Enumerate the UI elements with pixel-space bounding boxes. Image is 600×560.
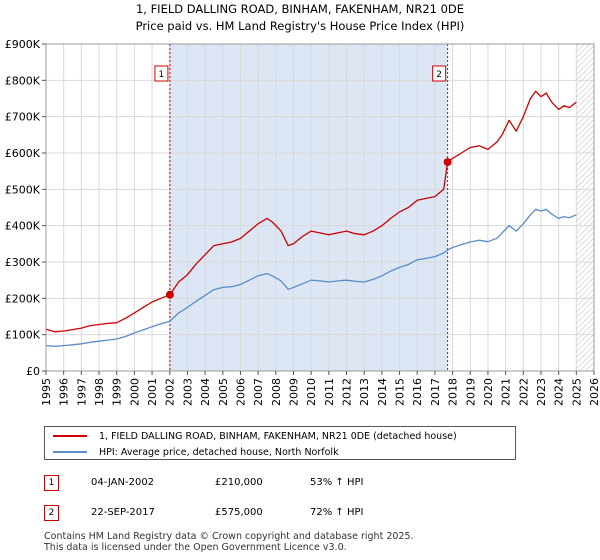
chart-subtitle: Price paid vs. HM Land Registry's House … <box>136 19 465 33</box>
property-price-line <box>45 90 577 333</box>
x-tick-label: 1999 <box>111 378 124 406</box>
y-tick-label: £0 <box>26 365 40 378</box>
hpi-line <box>45 208 577 347</box>
x-tick-label: 2000 <box>128 378 141 406</box>
y-tick-label: £400K <box>5 220 41 233</box>
x-tick-label: 2012 <box>341 378 354 406</box>
x-tick-label: 2015 <box>394 378 407 406</box>
legend-swatch-property <box>53 435 87 437</box>
transaction-marker-badge: 2 <box>44 505 59 521</box>
y-tick-label: £600K <box>5 147 41 160</box>
marker-2-badge <box>432 65 447 82</box>
y-tick-label: £900K <box>5 38 41 51</box>
x-tick-label: 2007 <box>252 378 265 406</box>
x-tick-label: 2008 <box>270 378 283 406</box>
forecast-hatch <box>576 44 594 371</box>
transaction-hpi-change: 53% ↑ HPI <box>310 477 364 488</box>
x-tick-label: 2014 <box>376 378 389 406</box>
footer-licence: This data is licensed under the Open Gov… <box>44 542 347 553</box>
x-tick-label: 2011 <box>323 378 336 406</box>
x-tick-label: 2026 <box>588 378 600 406</box>
footer: Contains HM Land Registry data © Crown c… <box>44 531 414 553</box>
plot-frame <box>45 43 595 372</box>
x-tick-label: 2018 <box>447 378 460 406</box>
x-tick-label: 2022 <box>517 378 530 406</box>
x-tick-label: 2001 <box>146 378 159 406</box>
marker-1-label: 1 <box>159 70 165 80</box>
x-tick-label: 2009 <box>287 378 300 406</box>
x-tick-label: 2010 <box>305 378 318 406</box>
legend-item-hpi: HPI: Average price, detached house, Nort… <box>53 445 339 459</box>
legend: 1, FIELD DALLING ROAD, BINHAM, FAKENHAM,… <box>44 426 516 460</box>
marker-2-point <box>443 158 452 167</box>
y-tick-label: £500K <box>5 183 41 196</box>
marker-1-badge <box>154 65 169 82</box>
transaction-date: 04-JAN-2002 <box>91 477 155 488</box>
x-tick-label: 1998 <box>93 378 106 406</box>
y-tick-label: £100K <box>5 329 41 342</box>
x-tick-label: 2016 <box>411 378 424 406</box>
price-chart: 1, FIELD DALLING ROAD, BINHAM, FAKENHAM,… <box>5 2 600 406</box>
legend-item-property: 1, FIELD DALLING ROAD, BINHAM, FAKENHAM,… <box>53 429 457 443</box>
ownership-shade <box>169 44 448 371</box>
transaction-price: £575,000 <box>215 507 263 518</box>
x-tick-label: 2025 <box>570 378 583 406</box>
x-tick-label: 2005 <box>217 378 230 406</box>
x-tick-label: 2019 <box>464 378 477 406</box>
x-tick-label: 2002 <box>164 378 177 406</box>
legend-swatch-hpi <box>53 451 87 453</box>
transaction-hpi-change: 72% ↑ HPI <box>310 507 364 518</box>
x-tick-label: 2024 <box>553 378 566 406</box>
marker-2-label: 2 <box>436 70 442 80</box>
x-tick-label: 2017 <box>429 378 442 406</box>
x-tick-label: 1995 <box>40 378 53 406</box>
x-tick-label: 2004 <box>199 378 212 406</box>
x-tick-label: 1996 <box>58 378 71 406</box>
transaction-marker-badge: 1 <box>44 475 59 491</box>
marker-1-point <box>165 290 174 299</box>
transaction-date: 22-SEP-2017 <box>91 507 155 518</box>
transaction-price: £210,000 <box>215 477 263 488</box>
footer-copyright: Contains HM Land Registry data © Crown c… <box>44 531 414 542</box>
y-tick-label: £800K <box>5 74 41 87</box>
legend-label-property: 1, FIELD DALLING ROAD, BINHAM, FAKENHAM,… <box>99 430 457 442</box>
x-tick-label: 1997 <box>75 378 88 406</box>
x-tick-label: 2013 <box>358 378 371 406</box>
y-tick-label: £300K <box>5 256 41 269</box>
y-tick-label: £200K <box>5 292 41 305</box>
x-tick-label: 2003 <box>181 378 194 406</box>
legend-label-hpi: HPI: Average price, detached house, Nort… <box>99 446 339 458</box>
x-tick-label: 2021 <box>500 378 513 406</box>
x-tick-label: 2023 <box>535 378 548 406</box>
x-tick-label: 2006 <box>234 378 247 406</box>
y-tick-label: £700K <box>5 111 41 124</box>
x-tick-label: 2020 <box>482 378 495 406</box>
chart-title: 1, FIELD DALLING ROAD, BINHAM, FAKENHAM,… <box>136 2 464 16</box>
